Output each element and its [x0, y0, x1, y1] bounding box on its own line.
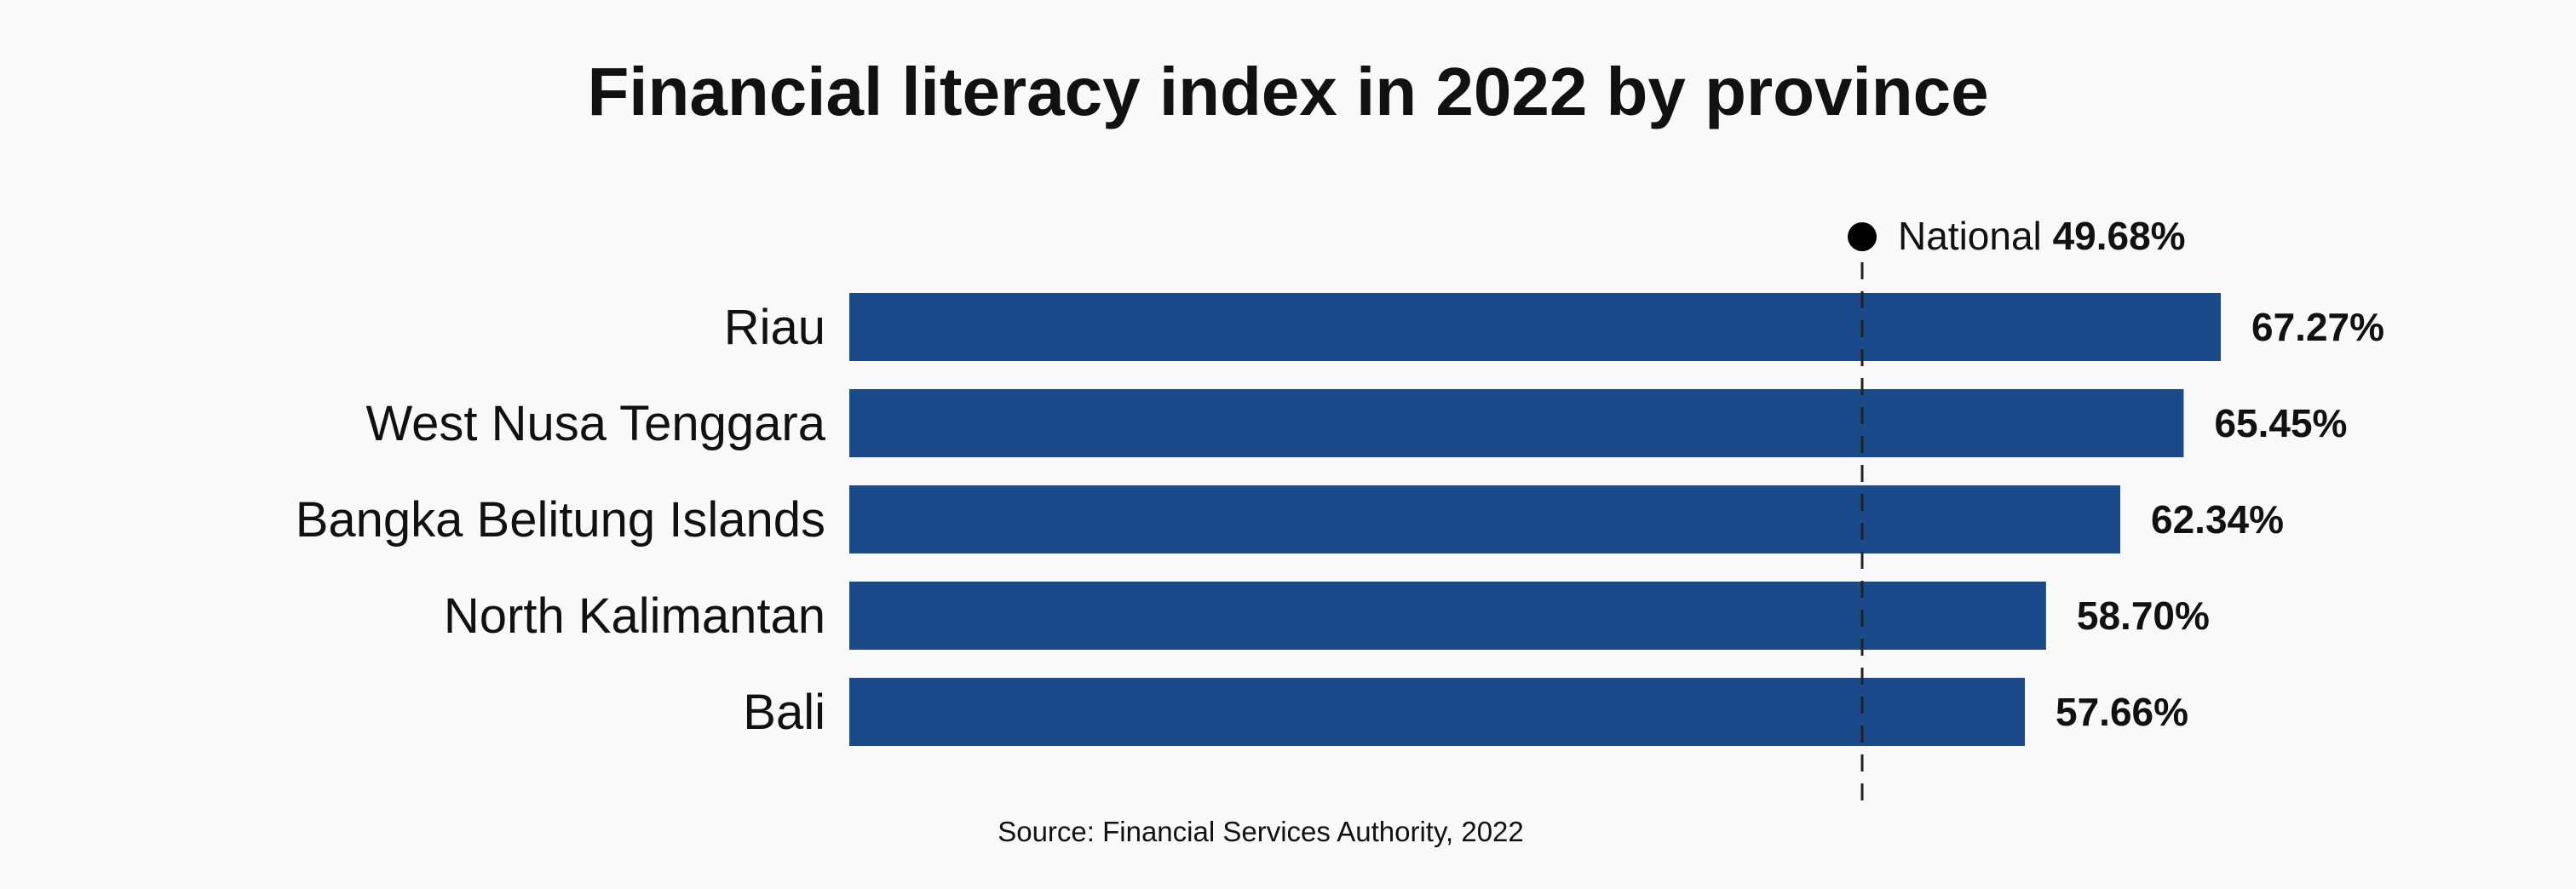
- category-label: West Nusa Tenggara: [365, 396, 825, 451]
- value-label: 57.66%: [2056, 690, 2188, 734]
- value-label: 58.70%: [2077, 594, 2210, 638]
- value-label: 67.27%: [2251, 305, 2384, 349]
- bar: [849, 582, 2046, 650]
- category-label: Bangka Belitung Islands: [296, 492, 825, 548]
- category-label: Riau: [724, 300, 825, 355]
- reference-marker: [1848, 222, 1877, 251]
- chart-source: Source: Financial Services Authority, 20…: [998, 816, 1524, 847]
- reference-value: 49.68%: [2053, 214, 2186, 258]
- bar: [849, 389, 2184, 457]
- value-label: 62.34%: [2151, 497, 2284, 542]
- category-label: North Kalimantan: [444, 588, 825, 644]
- bar: [849, 678, 2025, 746]
- chart-title: Financial literacy index in 2022 by prov…: [587, 54, 1989, 129]
- reference-label: National 49.68%: [1898, 214, 2186, 258]
- category-label: Bali: [743, 685, 825, 740]
- value-label: 65.45%: [2214, 401, 2347, 445]
- bar: [849, 293, 2221, 361]
- bar: [849, 485, 2121, 553]
